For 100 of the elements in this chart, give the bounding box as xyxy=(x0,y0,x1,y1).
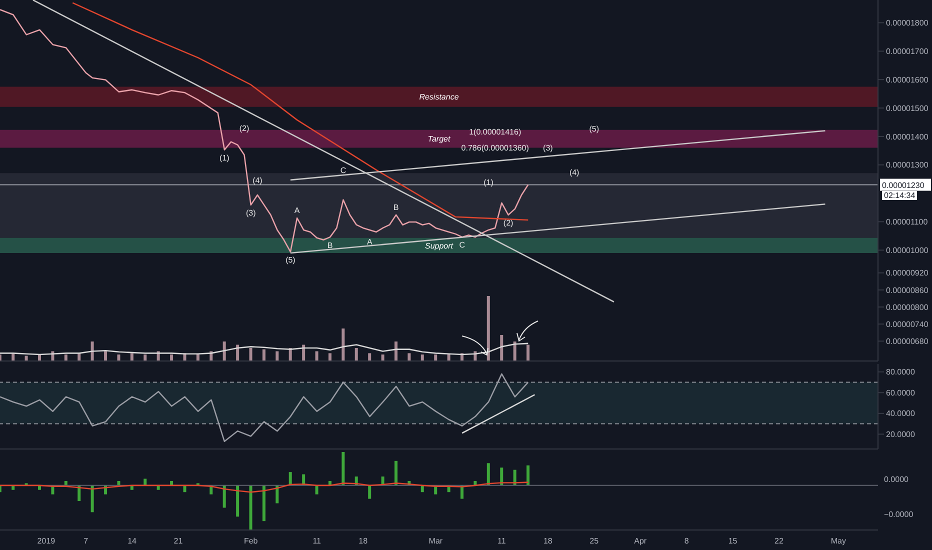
y-tick-label: 0.00001100 xyxy=(886,218,928,227)
bar xyxy=(394,342,398,361)
annotation: (2) xyxy=(239,124,250,133)
annotation: B xyxy=(393,202,399,212)
bar xyxy=(315,351,318,361)
y-tick-label: 0.00000920 xyxy=(886,268,929,278)
bar xyxy=(104,351,108,361)
bar xyxy=(381,354,384,361)
x-tick-label: Feb xyxy=(244,536,258,546)
y-tick-label: 0.00001400 xyxy=(886,132,929,142)
bar xyxy=(249,348,252,361)
annotation: (5) xyxy=(589,124,600,134)
annotation: (1) xyxy=(484,178,494,187)
x-tick-label: 11 xyxy=(498,536,506,546)
bar xyxy=(420,354,424,361)
annotation: C xyxy=(459,240,466,250)
line-series xyxy=(0,9,529,252)
annotation: (3) xyxy=(543,144,554,153)
y-tick-label: 0.00001000 xyxy=(886,246,929,255)
x-tick-label: 15 xyxy=(728,536,738,546)
x-tick-label: 7 xyxy=(84,536,89,546)
text: 0.0000 xyxy=(884,475,908,484)
bar xyxy=(170,354,174,361)
x-tick-label: May xyxy=(830,536,846,546)
bar xyxy=(183,485,186,492)
annotation: C xyxy=(340,166,346,175)
bar xyxy=(262,485,266,522)
x-tick-label: 18 xyxy=(543,536,553,546)
annotation: B xyxy=(327,240,333,250)
bar xyxy=(144,354,147,361)
bar xyxy=(486,463,490,486)
x-tick-label: 8 xyxy=(684,536,690,546)
bar xyxy=(130,353,134,361)
bar xyxy=(434,354,438,361)
annotation: (2) xyxy=(503,218,514,228)
band-label: Resistance xyxy=(419,92,460,102)
bar xyxy=(276,485,279,504)
y-tick-label: 0.00001300 xyxy=(886,160,929,170)
bar xyxy=(222,485,226,508)
text: 02:14:34 xyxy=(884,191,916,200)
bar xyxy=(368,485,372,499)
line-series xyxy=(72,2,529,221)
x-tick-label: 14 xyxy=(128,536,138,546)
bar xyxy=(486,296,490,361)
bar xyxy=(500,335,504,361)
bar xyxy=(526,344,530,361)
bar xyxy=(315,485,318,494)
bar xyxy=(408,353,411,361)
bar xyxy=(513,342,516,361)
y-tick-label: 0.00000680 xyxy=(886,336,929,346)
y-tick-label: 0.00000800 xyxy=(886,302,929,312)
y-tick-label: 80.0000 xyxy=(886,368,916,377)
bar xyxy=(328,353,332,361)
bar xyxy=(342,328,345,361)
y-tick-label: 0.00001700 xyxy=(886,47,929,56)
bar xyxy=(526,465,530,486)
ref-line-label: 0.00001230 xyxy=(882,180,925,190)
bar xyxy=(394,460,398,486)
annotation: 0.786(0.00001360) xyxy=(461,144,530,153)
x-tick-label: 11 xyxy=(312,536,322,546)
bar xyxy=(288,472,292,486)
bar xyxy=(276,351,279,361)
annotation: (1) xyxy=(220,153,230,162)
bar xyxy=(354,348,358,361)
text: −0.0000 xyxy=(884,510,914,519)
bar xyxy=(262,349,266,361)
bar xyxy=(64,480,68,486)
x-tick-label: 22 xyxy=(774,536,784,546)
y-tick-label: 40.0000 xyxy=(886,409,916,418)
bar xyxy=(90,485,94,512)
annotation: (4) xyxy=(252,176,263,185)
y-tick-label: 0.00001800 xyxy=(886,18,929,28)
bar xyxy=(144,478,147,486)
bar xyxy=(90,342,94,361)
bar xyxy=(236,485,240,517)
bar xyxy=(117,480,120,486)
bar xyxy=(196,354,200,361)
annotation: (3) xyxy=(246,208,256,218)
y-tick-label: 60.0000 xyxy=(886,388,916,398)
bar xyxy=(249,485,252,530)
bar xyxy=(447,354,450,361)
x-tick-label: 21 xyxy=(174,536,184,546)
annotation: 1(0.00001416) xyxy=(469,128,522,137)
bar xyxy=(222,342,226,361)
annotation: A xyxy=(367,238,374,247)
line-series xyxy=(0,373,529,442)
x-tick-label: 18 xyxy=(358,536,368,546)
bar xyxy=(420,485,424,492)
y-tick-label: 0.00001600 xyxy=(886,75,929,84)
band-label: Target xyxy=(428,134,451,144)
y-tick-label: 20.0000 xyxy=(886,430,916,439)
bar xyxy=(342,452,345,486)
band-label: Support xyxy=(424,241,454,250)
bar xyxy=(117,354,120,361)
x-tick-label: 25 xyxy=(590,536,600,546)
bar xyxy=(368,353,372,361)
bar xyxy=(500,468,504,486)
annotation: (4) xyxy=(569,168,580,177)
y-tick-label: 0.00001500 xyxy=(886,104,929,113)
x-tick-label: Mar xyxy=(428,536,443,546)
